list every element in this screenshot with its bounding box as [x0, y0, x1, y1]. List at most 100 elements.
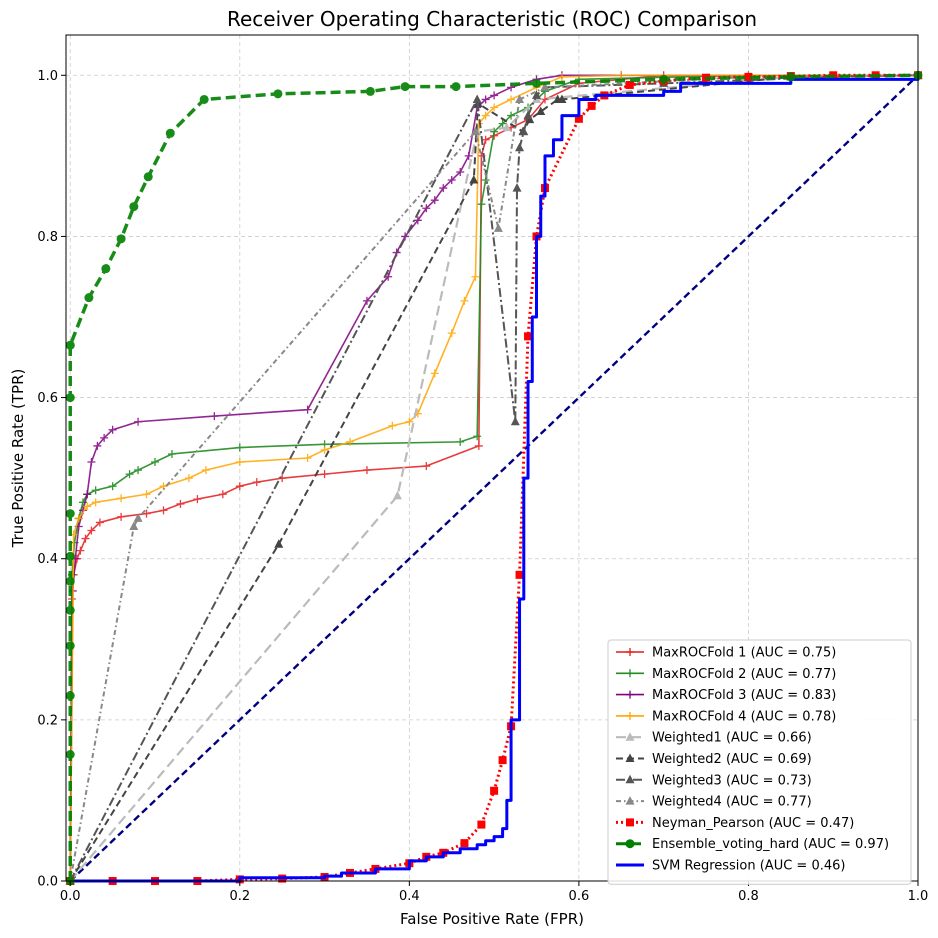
series-0-point-16: [278, 474, 287, 483]
series-2-point-17: [413, 216, 422, 225]
legend-item-4: Weighted1 (AUC = 0.66): [616, 731, 812, 746]
series-1-point-8: [125, 470, 134, 479]
series-2-point-20: [439, 184, 448, 193]
series-2-point-12: [303, 405, 312, 414]
series-2-point-10: [134, 417, 143, 426]
x-tick-label-2: 0.4: [399, 889, 420, 904]
series-5-point-1: [274, 539, 284, 548]
legend-marker-1: [626, 669, 634, 678]
series-8-point-27: [744, 72, 753, 81]
series-1-point-6: [91, 486, 100, 495]
series-7-point-4: [493, 223, 503, 232]
legend-item-5: Weighted2 (AUC = 0.69): [616, 752, 812, 767]
series-7-point-3: [470, 126, 480, 136]
series-3-point-27: [617, 71, 626, 80]
series-0-point-18: [362, 466, 371, 475]
series-0-point-19: [422, 462, 431, 471]
series-3-point-13: [346, 437, 354, 446]
series-1-point-9: [134, 466, 143, 475]
series-3-point-15: [405, 417, 414, 426]
series-5-point-2: [469, 175, 479, 184]
legend-label-2: MaxROCFold 3 (AUC = 0.83): [652, 688, 836, 703]
y-tick-label-2: 0.4: [37, 552, 58, 567]
series-3-point-3: [83, 502, 92, 511]
series-line-10: [70, 75, 920, 883]
legend-marker-8: [626, 818, 634, 827]
series-3-point-17: [430, 369, 439, 378]
series-1-point-18: [490, 127, 499, 136]
series-6-point-7: [532, 90, 542, 99]
x-tick-label-3: 0.6: [569, 889, 590, 904]
y-axis-label: True Positive Rate (TPR): [9, 369, 27, 549]
series-3-point-8: [184, 474, 193, 483]
series-0-point-17: [320, 470, 329, 479]
series-8-point-24: [625, 80, 634, 89]
series-6-point-2: [510, 416, 520, 426]
legend-item-3: MaxROCFold 4 (AUC = 0.78): [616, 709, 836, 724]
series-9-point-4: [65, 605, 75, 615]
grid: [66, 35, 919, 882]
series-2-point-11: [210, 412, 219, 421]
series-9-point-5: [65, 576, 75, 586]
series-8-point-22: [587, 101, 596, 110]
series-9-point-2: [65, 691, 75, 701]
series-0-point-13: [218, 490, 227, 499]
x-tick-label-4: 0.8: [738, 889, 759, 904]
series-4-point-1: [392, 490, 402, 500]
legend-label-0: MaxROCFold 1 (AUC = 0.75): [652, 646, 836, 661]
series-2-point-6: [87, 458, 96, 467]
legend-item-8: Neyman_Pearson (AUC = 0.47): [616, 816, 854, 831]
legend: MaxROCFold 1 (AUC = 0.75) MaxROCFold 2 (A…: [607, 639, 912, 885]
series-3-point-11: [303, 454, 312, 462]
series-2-point-25: [481, 95, 490, 104]
series-0-point-8: [117, 512, 126, 521]
series-9-point-18: [273, 89, 283, 99]
series-9-point-13: [116, 234, 126, 244]
series-8-point-18: [524, 332, 533, 341]
plot-frame: [65, 34, 919, 882]
series-1-point-12: [235, 443, 244, 452]
series-line-6: [69, 74, 919, 882]
series-9-point-16: [165, 128, 175, 138]
series-2-point-22: [456, 167, 465, 176]
series-2-point-8: [100, 433, 109, 442]
series-2-point-23: [464, 151, 473, 160]
series-1-point-10: [151, 458, 160, 467]
series-0-point-9: [142, 509, 151, 518]
series-9-point-19: [365, 86, 375, 96]
series-3-point-10: [235, 458, 244, 467]
legend-box: [607, 639, 912, 885]
legend-item-2: MaxROCFold 3 (AUC = 0.83): [616, 688, 836, 703]
series-9-point-1: [65, 750, 75, 760]
series-9-point-22: [532, 78, 542, 88]
series-3-point-4: [91, 498, 100, 507]
series-1-point-7: [108, 482, 117, 491]
series-3-point-24: [507, 95, 516, 104]
series-9-point-23: [659, 74, 669, 84]
legend-label-8: Neyman_Pearson (AUC = 0.47): [652, 816, 854, 831]
series-0-point-4: [76, 546, 85, 555]
series-2-point-18: [422, 204, 431, 213]
series-8-point-15: [498, 756, 507, 765]
series-8-point-17: [515, 570, 524, 579]
series-6-point-4: [515, 142, 525, 152]
series-3-point-5: [117, 494, 126, 503]
series-9-point-6: [65, 551, 75, 561]
series-9-point-24: [786, 72, 796, 82]
series-8-point-14: [490, 786, 499, 795]
legend-label-6: Weighted3 (AUC = 0.73): [652, 773, 812, 788]
series-line-11: [69, 74, 919, 882]
series-3-point-14: [388, 421, 397, 430]
series-3-point-9: [201, 466, 210, 475]
series-0-point-12: [193, 495, 202, 504]
series-6-point-1: [472, 94, 482, 103]
series-0-point-20: [474, 441, 483, 450]
chart-title: Receiver Operating Characteristic (ROC) …: [227, 7, 757, 31]
legend-item-0: MaxROCFold 1 (AUC = 0.75): [616, 646, 836, 661]
legend-marker-2: [626, 690, 634, 699]
legend-marker-6: [625, 774, 635, 784]
legend-item-10: SVM Regression (AUC = 0.46): [616, 859, 845, 874]
series-9-point-14: [129, 202, 139, 212]
series-1-point-19: [498, 119, 507, 128]
